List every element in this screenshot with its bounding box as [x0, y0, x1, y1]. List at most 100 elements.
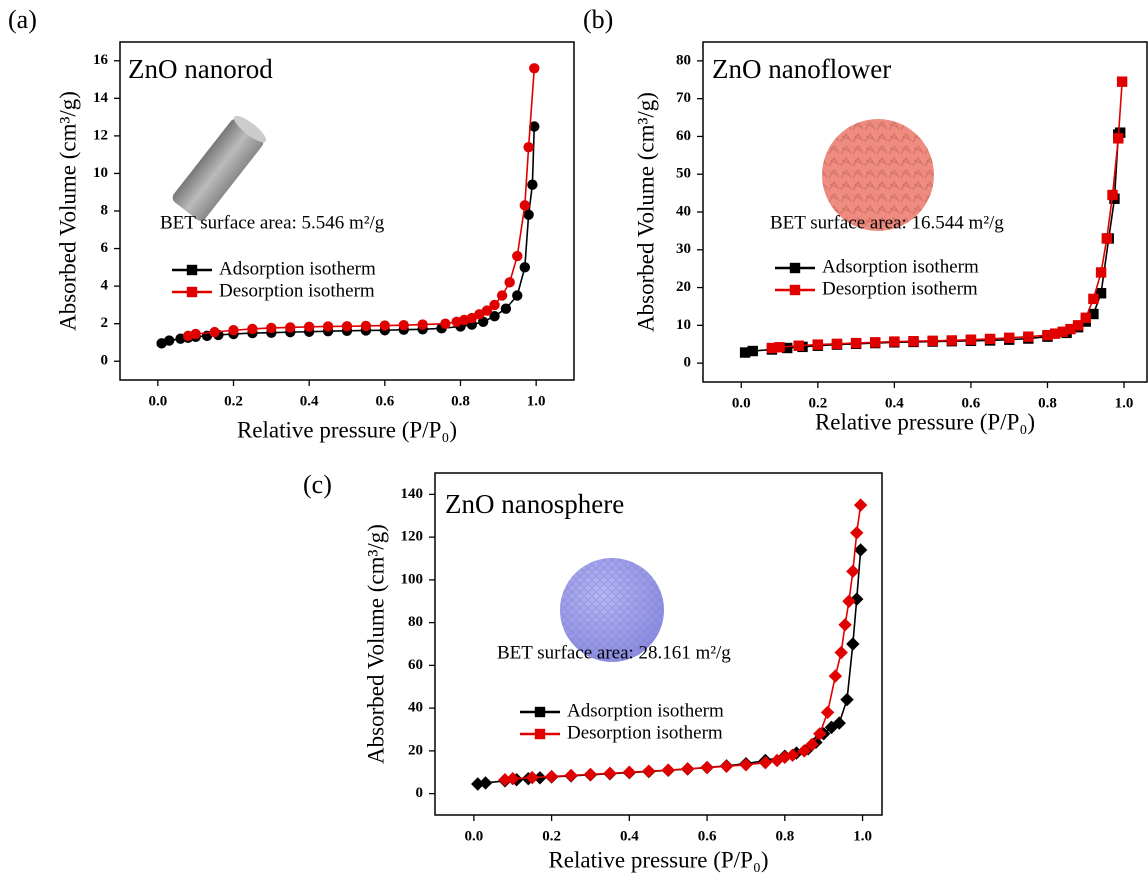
marker: [527, 179, 538, 190]
marker: [797, 744, 811, 758]
marker: [489, 310, 500, 322]
y-tick-label: 0: [101, 353, 109, 369]
marker: [1004, 332, 1015, 343]
marker: [512, 250, 523, 262]
marker: [1065, 323, 1076, 335]
x-axis-title: Relative pressure (P/P₀): [237, 417, 457, 442]
marker: [489, 299, 500, 311]
marker: [1088, 293, 1099, 305]
marker: [965, 334, 977, 345]
legend-label: Desorption isotherm: [567, 722, 723, 743]
panel-title: ZnO nanosphere: [445, 489, 624, 519]
marker: [1095, 267, 1107, 278]
marker: [512, 290, 523, 301]
marker: [889, 336, 900, 347]
panel-label: (a): [8, 5, 37, 34]
marker: [747, 345, 758, 357]
x-tick-label: 0.8: [1038, 395, 1057, 411]
marker: [504, 277, 515, 288]
marker: [719, 759, 734, 773]
y-tick-label: 60: [408, 657, 423, 673]
y-tick-label: 30: [676, 241, 691, 257]
legend-label: Adsorption isotherm: [567, 700, 724, 721]
marker: [927, 335, 938, 347]
marker: [739, 758, 753, 772]
plot-area: 0.0 0.2 0.4 0.6 0.8 1.0 0 10 20 30 40 50 60 70 80 Adsor…: [583, 5, 1148, 434]
y-tick-label: 120: [401, 529, 424, 545]
marker: [840, 692, 854, 707]
legend-label: Adsorption isotherm: [219, 258, 376, 279]
marker: [529, 63, 540, 74]
marker: [661, 763, 675, 777]
legend-marker: [789, 262, 801, 274]
y-tick-label: 12: [93, 127, 108, 143]
x-tick-label: 0.2: [808, 395, 827, 411]
annotation: BET surface area: 16.544 m²/g: [770, 212, 1004, 233]
x-tick-label: 0.6: [375, 393, 394, 409]
marker: [525, 770, 539, 785]
marker: [506, 771, 520, 786]
marker: [523, 141, 534, 153]
legend-marker: [186, 264, 198, 276]
marker: [1113, 133, 1124, 144]
marker: [770, 753, 784, 768]
marker: [739, 347, 751, 358]
annotation: BET surface area: 28.161 m²/g: [497, 642, 731, 663]
marker: [805, 737, 819, 752]
marker: [834, 645, 848, 660]
marker: [828, 669, 843, 683]
y-tick-label: 60: [676, 128, 691, 144]
marker: [1088, 308, 1099, 320]
y-tick-label: 16: [93, 52, 109, 68]
y-tick-label: 0: [684, 355, 692, 371]
y-axis-title: Absorbed Volume (cm³/g): [363, 524, 388, 764]
panel-title: ZnO nanoflower: [712, 54, 891, 84]
marker: [451, 316, 462, 327]
marker: [813, 727, 827, 741]
marker: [360, 320, 372, 332]
marker: [519, 200, 531, 211]
x-tick-label: 0.8: [451, 393, 470, 409]
marker: [519, 262, 531, 273]
marker: [247, 323, 258, 335]
marker: [1101, 233, 1113, 244]
plot-frame: [434, 472, 883, 816]
marker: [820, 705, 835, 720]
x-tick-label: 0.8: [775, 828, 794, 844]
marker: [766, 342, 778, 354]
x-tick-label: 0.2: [542, 828, 561, 844]
y-tick-label: 140: [401, 486, 424, 502]
legend-label: Adsorption isotherm: [822, 256, 979, 277]
marker: [831, 338, 843, 350]
marker: [778, 750, 792, 764]
marker: [379, 320, 391, 331]
marker: [544, 769, 559, 784]
marker: [853, 498, 868, 512]
marker: [846, 564, 860, 579]
marker: [1023, 331, 1034, 342]
y-tick-label: 70: [676, 90, 691, 106]
marker: [564, 768, 578, 783]
marker: [500, 303, 512, 314]
y-tick-label: 8: [101, 202, 109, 218]
marker: [603, 766, 617, 781]
y-tick-label: 14: [93, 90, 109, 106]
marker: [266, 322, 277, 334]
plot-area: 0.0 0.2 0.4 0.6 0.8 1.0 0 2 4 6 8 10 12 14 16 Adsorptio…: [8, 5, 575, 442]
y-tick-label: 10: [93, 165, 108, 181]
marker: [642, 764, 656, 778]
y-tick-label: 40: [408, 700, 423, 716]
legend-label: Desorption isotherm: [822, 278, 978, 299]
x-tick-label: 0.4: [885, 395, 904, 411]
nanosphere-illustration: [560, 558, 664, 662]
x-tick-label: 0.0: [464, 828, 483, 844]
plot-frame: [702, 41, 1148, 383]
marker: [1115, 127, 1126, 138]
plot-frame: [119, 41, 575, 381]
marker: [398, 319, 409, 331]
y-tick-label: 50: [676, 166, 691, 182]
marker: [303, 321, 315, 333]
marker: [228, 325, 239, 336]
y-tick-label: 40: [676, 203, 691, 219]
